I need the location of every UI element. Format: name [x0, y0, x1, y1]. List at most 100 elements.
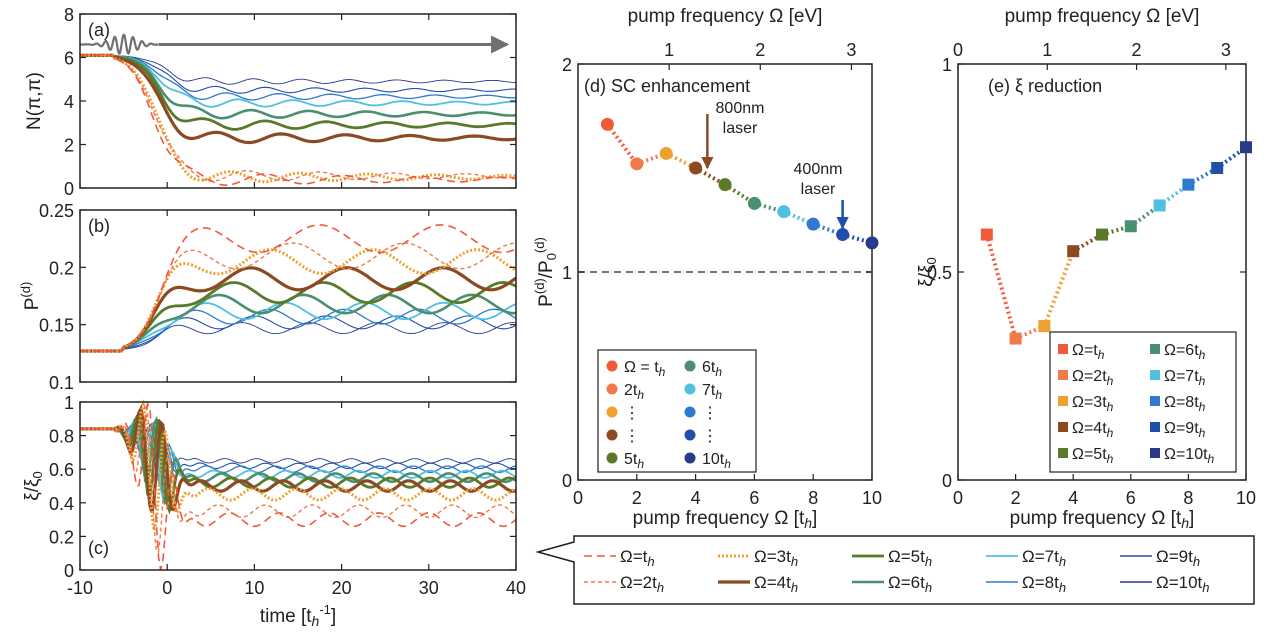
panel-e-legend: Ω=th Ω=2th Ω=3th Ω=4th Ω=5th Ω=6th Ω=7th Ω=8th Ω…	[1049, 331, 1237, 473]
legend-marker	[606, 452, 618, 464]
x-tick-label: 0	[162, 578, 172, 598]
bottom-legend-frame	[535, 535, 1255, 605]
y-tick-label: 0.8	[49, 427, 74, 447]
y-tick-label: 0	[942, 471, 952, 491]
y-tick-label: 0.6	[49, 460, 74, 480]
annotation-2-line-1: 400nm	[794, 161, 843, 178]
x2-tick-label: 1	[664, 40, 674, 60]
panel-d-annotations: 800nm laser 400nm laser	[701, 100, 849, 230]
panel-a-ticks: 0 2 4 6 8	[64, 5, 517, 199]
x-tick-label: 2	[632, 488, 642, 508]
series-line-5	[80, 53, 517, 131]
y-tick-label: 0.1	[49, 373, 74, 393]
x2-tick-label: 1	[1042, 40, 1052, 60]
y-tick-label: 6	[64, 49, 74, 69]
series-line-10	[80, 54, 516, 85]
y-tick-label: 0.2	[49, 258, 74, 278]
panel-b-frame	[79, 209, 517, 383]
panel-d-x2label: pump frequency Ω [eV]	[628, 6, 823, 27]
x2-tick-label: 2	[755, 40, 765, 60]
panel-a-label: (a)	[88, 20, 110, 40]
x-tick-label: 10	[1236, 488, 1256, 508]
series-line-9	[80, 315, 517, 352]
series-line-1	[80, 224, 517, 352]
legend-marker	[606, 383, 618, 395]
legend-marker	[684, 383, 696, 395]
panel-e-label: (e) ξ reduction	[988, 76, 1102, 96]
legend-frame	[597, 349, 757, 473]
pump-pulse	[80, 33, 158, 56]
data-point-4	[1067, 245, 1080, 258]
panel-a-pump-wave	[80, 33, 510, 56]
x-tick-label: 0	[573, 488, 583, 508]
x-tick-label: 2	[1011, 488, 1021, 508]
legend-marker	[1058, 422, 1068, 432]
legend-marker	[1058, 448, 1068, 458]
x-tick-label: 8	[808, 488, 818, 508]
legend-marker	[1058, 344, 1068, 354]
panel-c-ylabel: ξ/ξ0	[22, 471, 45, 501]
legend-label: Ω=8th	[1164, 394, 1206, 414]
legend-marker	[606, 360, 618, 372]
y-tick-label: 0.5	[927, 263, 952, 283]
x-tick-label: -10	[67, 578, 93, 598]
series-line-8	[80, 54, 517, 101]
panel-a-lines	[80, 53, 517, 187]
series-line-2	[80, 404, 517, 554]
data-point-5	[718, 178, 732, 192]
y-tick-label: 4	[64, 92, 74, 112]
legend-marker	[606, 429, 618, 441]
legend-marker	[684, 429, 696, 441]
x2-tick-label: 2	[1132, 40, 1142, 60]
series-line-7	[80, 301, 517, 352]
legend-label: 10th	[702, 451, 731, 471]
legend-marker	[1058, 370, 1068, 380]
panel-d-label: (d) SC enhancement	[584, 76, 750, 96]
y-tick-label: 1	[562, 263, 572, 283]
y-tick-label: 2	[64, 136, 74, 156]
y-tick-label: 0.2	[49, 527, 74, 547]
panel-c-label: (c)	[88, 538, 109, 558]
x-tick-label: 6	[749, 488, 759, 508]
y-tick-label: 0	[562, 471, 572, 491]
legend-label: Ω=9th	[1164, 420, 1206, 440]
x2-tick-label: 3	[846, 40, 856, 60]
legend-marker	[1150, 370, 1160, 380]
bottom-legend-label: Ω=10th	[1156, 573, 1210, 595]
panel-a-ylabel: N(π,π)	[24, 72, 45, 130]
connector-segment	[1042, 250, 1076, 327]
y-tick-label: 0.4	[49, 494, 74, 514]
legend-marker	[1150, 396, 1160, 406]
bottom-legend-label: Ω=2th	[620, 573, 664, 595]
x-tick-label: 4	[1068, 488, 1078, 508]
legend-marker	[1150, 448, 1160, 458]
legend-marker	[684, 406, 696, 418]
bottom-legend-label: Ω=7th	[1022, 547, 1066, 569]
legend-label: Ω=5th	[1072, 446, 1114, 466]
x-tick-label: 40	[506, 578, 526, 598]
legend-marker	[684, 452, 696, 464]
legend-label: ⋮	[702, 405, 718, 422]
y-tick-label: 0.15	[39, 316, 74, 336]
connector-segment	[984, 234, 1018, 340]
panel-b-lines	[80, 224, 517, 353]
data-point-9	[836, 228, 850, 242]
panel-e-xlabel: pump frequency Ω [th]	[1010, 508, 1195, 531]
x-tick-label: 10	[862, 488, 882, 508]
panel-c-frame	[79, 401, 517, 571]
data-point-8	[806, 217, 820, 231]
y-tick-label: 0.25	[39, 201, 74, 221]
data-point-4	[689, 161, 703, 175]
data-point-2	[630, 157, 644, 171]
legend-frame	[1049, 331, 1237, 473]
data-point-5	[1096, 228, 1108, 241]
legend-label: Ω=4th	[1072, 420, 1114, 440]
panel-e-connect	[984, 145, 1248, 341]
series-line-8	[80, 308, 517, 352]
data-point-3	[1038, 320, 1051, 333]
y-tick-label: 1	[64, 393, 74, 413]
annotation-2-line-2: laser	[801, 181, 836, 198]
panel-e-x2label: pump frequency Ω [eV]	[1005, 6, 1200, 27]
